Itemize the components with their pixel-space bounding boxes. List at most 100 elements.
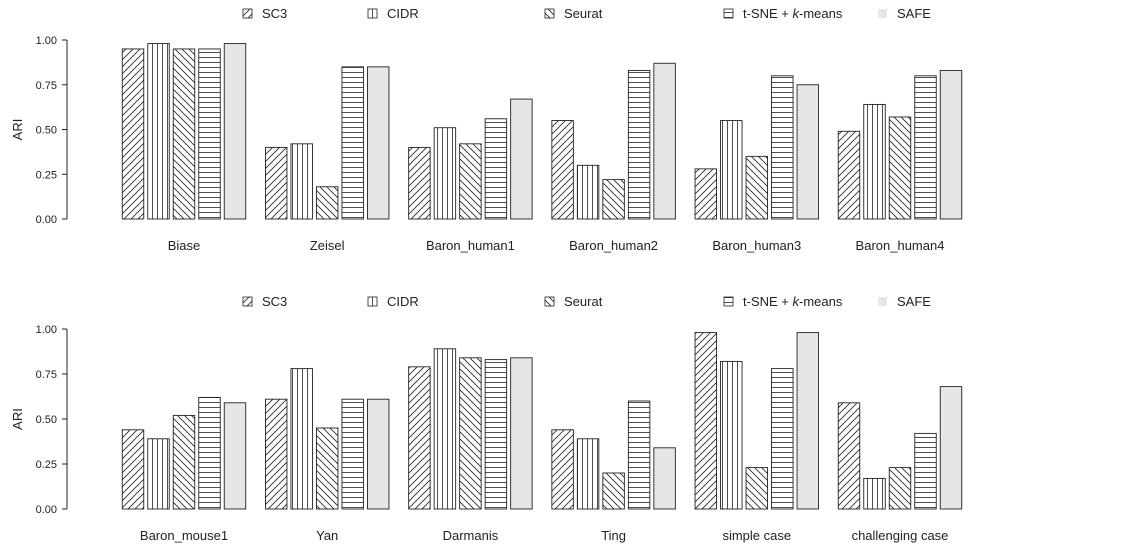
legend: SC3 CIDR Seurat t-SNE + k-means SAFE — [242, 6, 931, 21]
bar — [367, 66, 390, 220]
bar — [316, 186, 339, 220]
bar — [459, 357, 482, 510]
legend-swatch — [367, 296, 378, 307]
category-label: Yan — [316, 528, 338, 543]
bar — [198, 396, 221, 510]
bar — [653, 62, 676, 220]
category-group: Baron_mouse1 — [121, 396, 247, 543]
y-tick-label: 0.50 — [36, 414, 57, 426]
legend-label: Seurat — [564, 6, 603, 21]
bar — [290, 143, 313, 220]
y-tick-label: 0.75 — [36, 80, 57, 92]
bar — [694, 168, 717, 220]
bar — [837, 402, 861, 510]
legend-swatch — [878, 9, 887, 18]
category-group: challenging case — [837, 386, 963, 543]
y-tick-label: 0.00 — [36, 504, 57, 516]
category-label: challenging case — [852, 528, 949, 543]
bar — [484, 118, 508, 220]
category-label: Baron_mouse1 — [140, 528, 228, 543]
legend-swatch — [544, 296, 555, 307]
legend-label: CIDR — [387, 294, 419, 309]
bar — [602, 472, 625, 510]
bar — [510, 98, 533, 220]
bar — [433, 348, 457, 510]
legend-label: SC3 — [262, 294, 287, 309]
bar — [653, 447, 676, 510]
category-group: Zeisel — [265, 66, 390, 253]
bar — [316, 427, 339, 510]
y-tick-label: 0.75 — [36, 369, 57, 381]
category-group: simple case — [694, 332, 819, 543]
bar — [290, 368, 313, 510]
bar — [265, 146, 288, 220]
bar — [796, 84, 819, 220]
bar — [341, 398, 364, 510]
y-tick-label: 0.50 — [36, 125, 57, 137]
bar — [147, 438, 170, 510]
category-label: Baron_human4 — [856, 238, 945, 253]
legend-swatch — [544, 8, 555, 19]
legend-label: t-SNE + k-means — [743, 294, 843, 309]
bar — [408, 146, 431, 220]
bar — [510, 357, 533, 510]
bar — [771, 368, 794, 510]
legend-swatch — [242, 296, 253, 307]
bar — [745, 155, 768, 220]
legend-swatch — [723, 8, 734, 19]
bar — [147, 43, 170, 220]
bar — [551, 120, 574, 220]
bar — [484, 359, 508, 510]
bar — [341, 66, 364, 220]
legend-swatch — [878, 297, 887, 306]
bar — [863, 477, 886, 510]
chart-panel-1: SC3 CIDR Seurat t-SNE + k-means SAFE 0.00 0.25… — [10, 6, 963, 253]
bar — [694, 332, 717, 510]
bar — [172, 414, 196, 510]
bar — [939, 386, 963, 510]
bar — [223, 43, 247, 220]
bar — [627, 69, 651, 220]
bar — [433, 127, 457, 220]
bar — [172, 48, 196, 220]
bar — [602, 179, 625, 220]
legend-swatch — [723, 296, 734, 307]
category-label: Zeisel — [310, 238, 345, 253]
y-tick-label: 0.25 — [36, 169, 57, 181]
legend-label: SAFE — [897, 294, 931, 309]
category-group: Yan — [265, 368, 390, 543]
category-label: Baron_human3 — [712, 238, 801, 253]
bar — [939, 69, 963, 220]
bar — [863, 103, 886, 220]
category-group: Baron_human1 — [408, 98, 533, 253]
bar — [121, 429, 145, 510]
bar — [745, 467, 768, 510]
category-group: Ting — [551, 400, 676, 543]
category-label: Biase — [168, 238, 201, 253]
bar — [837, 130, 861, 220]
category-group: Darmanis — [408, 348, 533, 543]
bar — [720, 120, 743, 220]
category-label: Darmanis — [443, 528, 499, 543]
legend-label: Seurat — [564, 294, 603, 309]
y-tick-label: 1.00 — [36, 35, 57, 47]
bar — [771, 75, 794, 220]
y-tick-label: 1.00 — [36, 324, 57, 336]
legend-swatch — [242, 8, 253, 19]
bar — [551, 429, 574, 510]
bar — [796, 332, 819, 510]
bar — [888, 116, 912, 220]
category-label: simple case — [722, 528, 791, 543]
bar — [367, 398, 390, 510]
bar — [914, 75, 937, 220]
bar — [459, 143, 482, 220]
chart-panel-2: SC3 CIDR Seurat t-SNE + k-means SAFE 0.00 0.25… — [10, 294, 963, 543]
legend-label: SC3 — [262, 6, 287, 21]
y-axis-label: ARI — [10, 408, 25, 430]
y-tick-label: 0.25 — [36, 459, 57, 471]
legend-label: SAFE — [897, 6, 931, 21]
legend-label: t-SNE + k-means — [743, 6, 843, 21]
category-group: Baron_human2 — [551, 62, 676, 253]
legend-label: CIDR — [387, 6, 419, 21]
